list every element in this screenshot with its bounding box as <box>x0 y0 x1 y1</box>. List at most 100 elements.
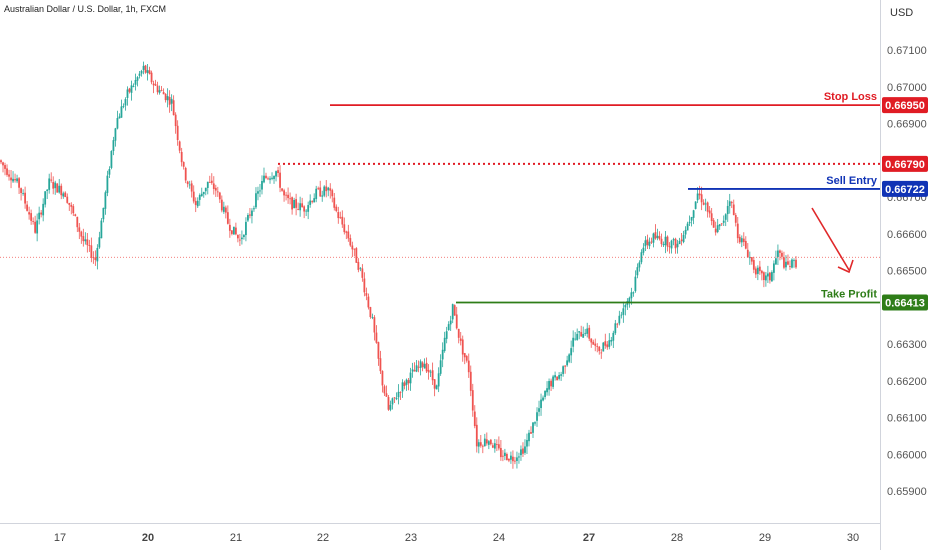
candle-body <box>720 223 723 225</box>
candle-body <box>411 369 414 372</box>
candle-body <box>568 354 571 362</box>
candle-body <box>630 292 633 299</box>
candle-body <box>158 90 161 93</box>
time-axis[interactable]: 17 20 21 22 23 24 27 28 29 30 <box>54 532 859 544</box>
candle-body <box>307 205 310 212</box>
candle-body <box>748 257 751 259</box>
candle-body <box>259 190 261 192</box>
candle-body <box>554 375 556 378</box>
candle-body <box>686 223 689 231</box>
candle-body <box>301 203 304 208</box>
candle-body <box>423 364 426 369</box>
level-name-label: Sell Entry <box>826 175 878 187</box>
candle-body <box>768 272 771 281</box>
candle-body <box>375 332 378 343</box>
candle-body <box>742 238 745 243</box>
candle-body <box>506 453 508 461</box>
candle-body <box>329 188 332 191</box>
y-tick-label: 0.67000 <box>887 82 927 94</box>
level-price-text: 0.66722 <box>885 184 925 196</box>
candle-body <box>789 266 791 267</box>
candle-body <box>640 252 643 263</box>
candle-body <box>576 333 579 340</box>
candle-body <box>740 238 743 243</box>
candle-body <box>100 220 103 239</box>
candle-body <box>379 358 382 372</box>
candle-body <box>46 189 49 192</box>
candle-body <box>449 320 452 325</box>
candle-body <box>445 331 448 339</box>
candle-body <box>658 236 661 239</box>
candle-body <box>481 445 484 447</box>
candle-body <box>791 259 793 268</box>
candle-body <box>126 89 129 98</box>
candle-body <box>186 181 189 185</box>
candle-body <box>431 370 434 381</box>
candle-body <box>112 140 115 152</box>
x-tick-label: 20 <box>142 532 154 544</box>
candle-body <box>714 228 717 233</box>
candle-body <box>584 332 587 334</box>
candle-body <box>371 317 374 319</box>
candle-body <box>164 93 167 101</box>
x-tick-label: 28 <box>671 532 683 544</box>
candle-body <box>134 80 137 85</box>
candle-body <box>550 380 552 387</box>
candle-body <box>142 65 145 70</box>
candle-body <box>754 268 757 275</box>
candle-body <box>52 182 55 189</box>
candle-body <box>666 236 669 247</box>
x-tick-label: 30 <box>847 532 859 544</box>
candle-body <box>387 397 390 410</box>
candle-body <box>508 458 510 461</box>
candle-body <box>781 252 783 257</box>
level-price-badge[interactable] <box>882 97 928 114</box>
candle-body <box>369 307 372 318</box>
level-price-badge[interactable] <box>882 180 928 197</box>
candle-body <box>190 183 193 192</box>
candle-body <box>38 212 41 220</box>
candle-body <box>198 195 201 200</box>
candle-body <box>30 213 33 221</box>
candle-body <box>413 370 416 372</box>
candle-body <box>453 305 456 316</box>
candle-body <box>269 178 271 180</box>
y-tick-label: 0.66200 <box>887 376 927 388</box>
candle-body <box>787 261 789 265</box>
level-price-badge[interactable] <box>882 294 928 311</box>
candle-body <box>590 338 593 343</box>
candle-body <box>499 447 502 458</box>
level-price-text: 0.66950 <box>885 100 925 112</box>
candle-body <box>54 182 57 189</box>
candle-body <box>28 212 31 215</box>
candle-body <box>10 177 12 181</box>
candle-body <box>70 204 73 207</box>
candle-body <box>56 183 59 193</box>
candle-body <box>546 388 548 393</box>
candle-body <box>628 297 631 303</box>
candle-body <box>319 187 322 197</box>
candle-body <box>257 191 259 194</box>
candle-body <box>616 323 619 325</box>
level-price-badge[interactable] <box>882 155 928 172</box>
candle-body <box>463 353 466 358</box>
candle-body <box>271 177 273 179</box>
candle-body <box>620 314 623 316</box>
candle-body <box>114 128 117 141</box>
candle-body <box>427 369 430 373</box>
candle-body <box>234 227 237 235</box>
candle-body <box>12 178 14 182</box>
candle-body <box>690 217 693 221</box>
candle-body <box>664 236 667 246</box>
candle-body <box>779 250 781 253</box>
candle-body <box>122 106 125 107</box>
candle-body <box>232 226 235 235</box>
candle-body <box>293 199 296 209</box>
candle-body <box>60 185 63 196</box>
candle-body <box>495 444 498 445</box>
candle-body <box>295 199 298 208</box>
candle-body <box>152 83 155 86</box>
candle-body <box>504 452 506 457</box>
candle-body <box>168 96 171 105</box>
